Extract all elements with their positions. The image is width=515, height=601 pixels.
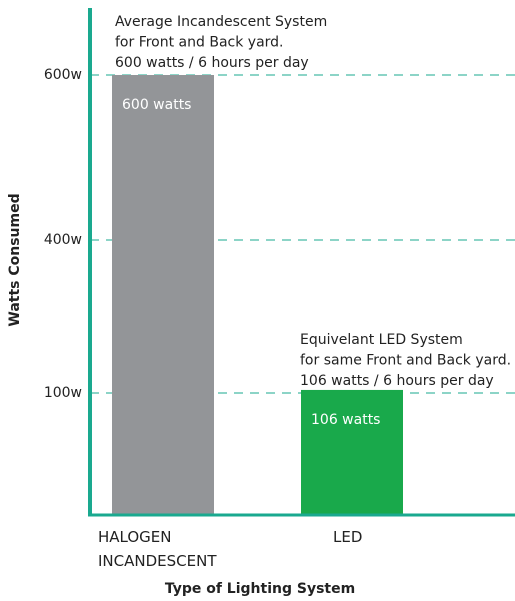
x-tick-label: LED: [333, 528, 363, 546]
annotation: for Front and Back yard.: [115, 35, 284, 51]
x-axis-title: Type of Lighting System: [165, 581, 355, 597]
y-tick-label: 400w: [44, 232, 82, 248]
data-label: 106 watts: [311, 412, 380, 428]
y-tick-label: 100w: [44, 385, 82, 401]
y-axis-title: Watts Consumed: [7, 193, 23, 326]
x-tick-label: HALOGEN INCANDESCENT: [98, 528, 217, 570]
annotation: 600 watts / 6 hours per day: [115, 55, 309, 71]
annotation: Equivelant LED System: [300, 332, 463, 348]
data-label: 600 watts: [122, 97, 191, 113]
annotation: Average Incandescent System: [115, 14, 327, 30]
annotation: for same Front and Back yard.: [300, 353, 511, 369]
bar: [112, 75, 214, 515]
y-tick-label: 600w: [44, 67, 82, 83]
annotation: 106 watts / 6 hours per day: [300, 373, 494, 389]
bar: [301, 389, 403, 515]
